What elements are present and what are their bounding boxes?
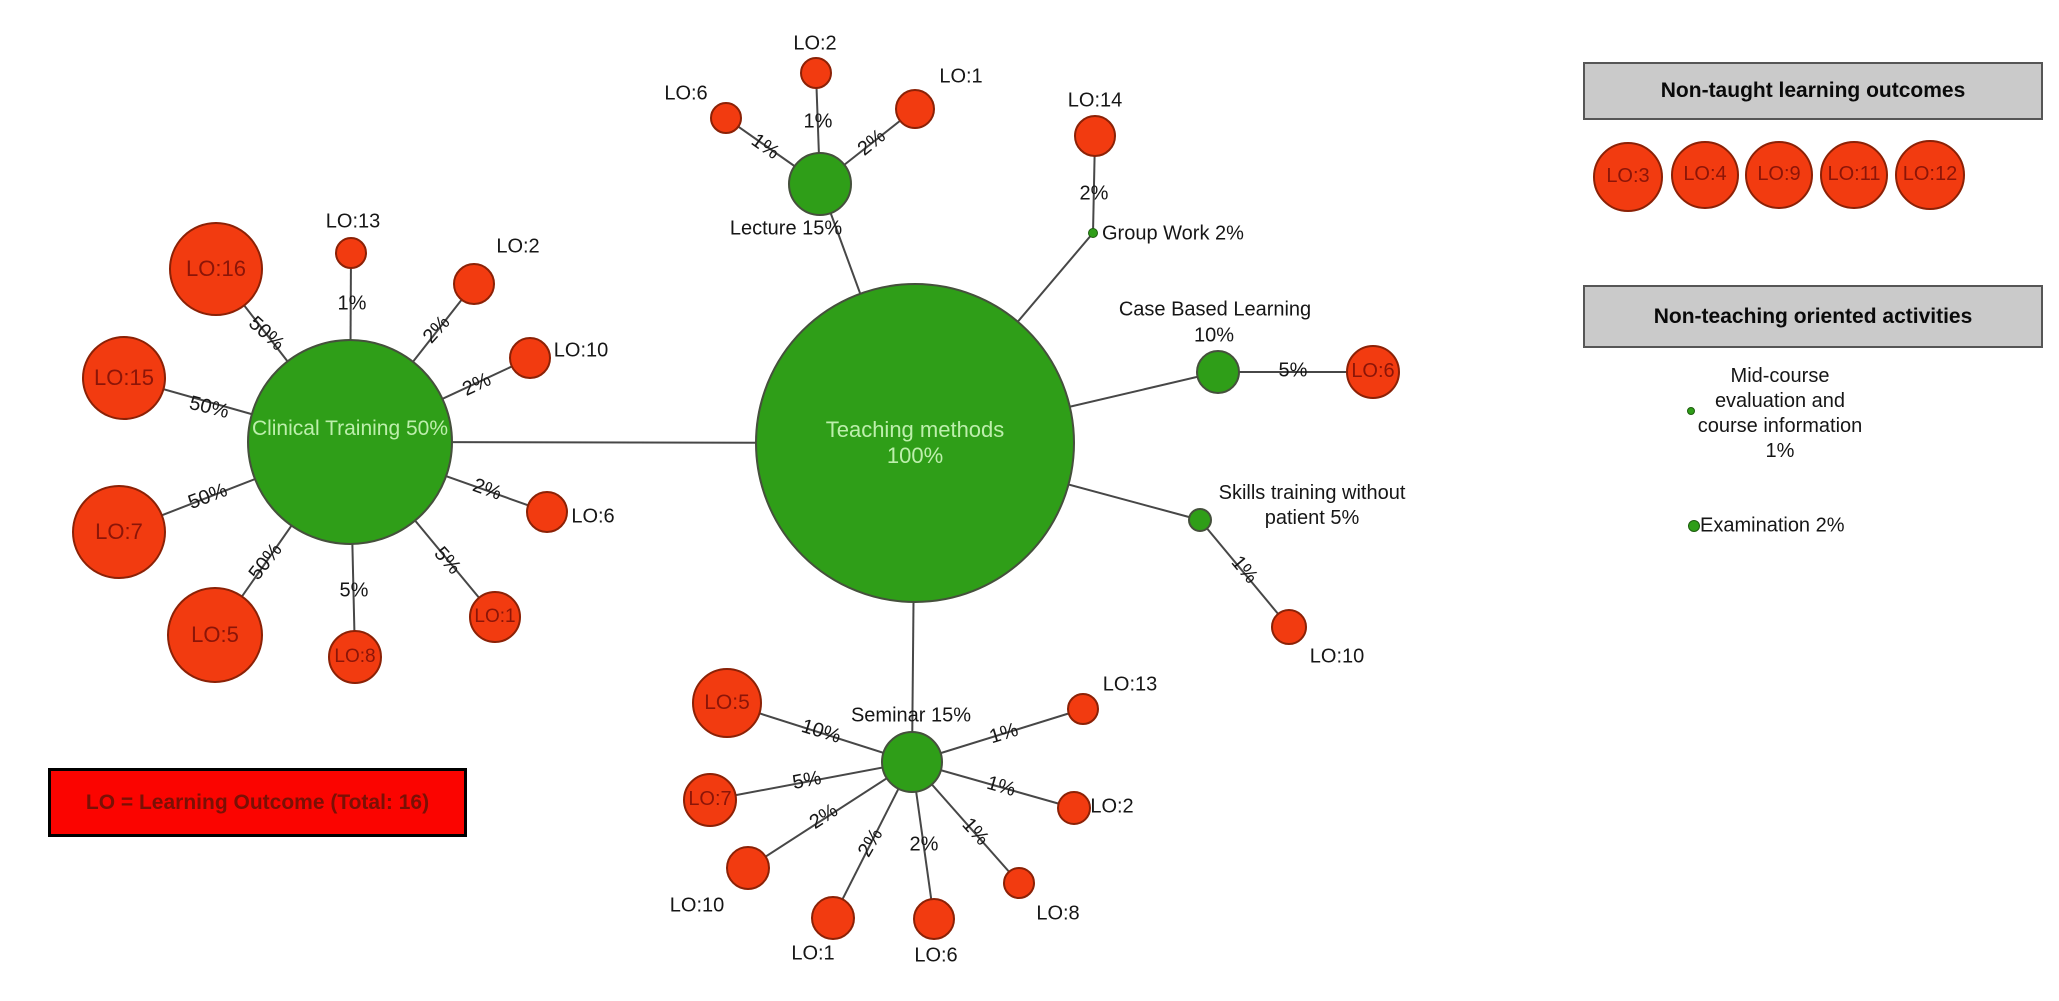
node-label-legend-lo4: LO:4 — [1683, 163, 1727, 186]
node-seminar-lo8 — [1003, 867, 1035, 899]
node-clinical-lo13 — [335, 237, 367, 269]
node-label-legend-lo3: LO:3 — [1606, 165, 1650, 188]
text-label: Seminar 15% — [850, 704, 972, 727]
text-label: Lecture 15% — [729, 217, 843, 240]
text-label: LO:8 — [1036, 902, 1080, 925]
node-lecture — [788, 152, 852, 216]
node-seminar-lo1 — [811, 896, 855, 940]
text-label: LO:2 — [1090, 795, 1134, 818]
node-label-clinical-lo5: LO:5 — [191, 622, 239, 648]
lo-definition-note: LO = Learning Outcome (Total: 16) — [48, 768, 467, 837]
node-lecture-lo6 — [710, 102, 742, 134]
legend-non-taught-header: Non-taught learning outcomes — [1583, 62, 2043, 120]
legend-non-teaching-title: Non-teaching oriented activities — [1653, 304, 1973, 328]
node-mid-course-dot — [1687, 407, 1695, 415]
node-skills-training — [1188, 508, 1212, 532]
text-label: LO:1 — [791, 942, 835, 965]
node-label-seminar-lo7: LO:7 — [688, 788, 732, 811]
node-label-clinical-training: Clinical Training 50% — [251, 416, 449, 440]
node-label-seminar-lo5: LO:5 — [704, 690, 750, 714]
node-label-teaching-methods: Teaching methods 100% — [825, 417, 1005, 468]
node-examination-dot — [1688, 520, 1700, 532]
text-label: LO:6 — [571, 505, 615, 528]
node-case-based-learning — [1196, 350, 1240, 394]
node-legend-lo11: LO:11 — [1820, 141, 1888, 209]
text-label: LO:10 — [553, 339, 609, 362]
text-label: Group Work 2% — [1102, 222, 1244, 245]
text-label: LO:2 — [793, 32, 837, 55]
node-legend-lo12: LO:12 — [1895, 140, 1965, 210]
node-seminar-lo13 — [1067, 693, 1099, 725]
node-clinical-lo10 — [509, 337, 551, 379]
node-teaching-methods: Teaching methods 100% — [755, 283, 1075, 603]
edge — [747, 761, 913, 869]
node-skills-lo10 — [1271, 609, 1307, 645]
percentage-label: 10% — [1193, 324, 1235, 347]
node-clinical-lo16: LO:16 — [169, 222, 263, 316]
node-groupwork-lo14 — [1074, 115, 1116, 157]
text-label: Examination 2% — [1700, 514, 1845, 537]
text-label: LO:10 — [1309, 645, 1365, 668]
node-clinical-lo8: LO:8 — [328, 630, 382, 684]
percentage-label: 2% — [1079, 182, 1109, 205]
text-label: LO:1 — [939, 65, 983, 88]
node-clinical-lo1: LO:1 — [469, 591, 521, 643]
node-seminar-lo6 — [913, 898, 955, 940]
node-label-clinical-lo8: LO:8 — [334, 645, 376, 667]
node-label-clinical-lo7: LO:7 — [95, 519, 143, 545]
text-label: Skills training without patient 5% — [1218, 482, 1406, 529]
node-label-cbl-lo6: LO:6 — [1351, 360, 1395, 383]
percentage-label: 5% — [1278, 359, 1308, 382]
percentage-label: 1% — [803, 110, 833, 133]
edge — [709, 761, 913, 801]
node-legend-lo3: LO:3 — [1593, 142, 1663, 212]
percentage-label: 2% — [909, 833, 939, 856]
node-seminar — [881, 731, 943, 793]
legend-non-teaching-header: Non-teaching oriented activities — [1583, 285, 2043, 348]
node-clinical-lo6 — [526, 491, 568, 533]
node-group-work-dot — [1088, 228, 1098, 238]
node-label-legend-lo11: LO:11 — [1827, 163, 1881, 186]
text-label: LO:2 — [496, 235, 540, 258]
node-clinical-lo7: LO:7 — [72, 485, 166, 579]
node-label-legend-lo9: LO:9 — [1757, 163, 1801, 186]
percentage-label: 1% — [337, 292, 367, 315]
text-label: LO:6 — [664, 82, 708, 105]
node-lecture-lo1 — [895, 89, 935, 129]
node-label-clinical-lo15: LO:15 — [94, 365, 154, 391]
edge — [1199, 519, 1290, 628]
text-label: LO:13 — [1102, 673, 1158, 696]
node-label-clinical-lo1: LO:1 — [474, 605, 516, 627]
node-cbl-lo6: LO:6 — [1346, 345, 1400, 399]
node-clinical-lo2 — [453, 263, 495, 305]
node-clinical-training: Clinical Training 50% — [247, 339, 453, 545]
text-label: LO:10 — [669, 894, 725, 917]
legend-non-taught-title: Non-taught learning outcomes — [1660, 79, 1966, 102]
node-clinical-lo15: LO:15 — [82, 336, 166, 420]
text-label: Mid-course evaluation and course informa… — [1697, 365, 1863, 462]
node-seminar-lo10 — [726, 846, 770, 890]
lo-definition-text: LO = Learning Outcome (Total: 16) — [85, 790, 430, 814]
percentage-label: 5% — [339, 579, 369, 602]
node-legend-lo4: LO:4 — [1671, 141, 1739, 209]
node-label-clinical-lo16: LO:16 — [186, 256, 246, 282]
node-legend-lo9: LO:9 — [1745, 141, 1813, 209]
node-label-legend-lo12: LO:12 — [1902, 163, 1958, 186]
text-label: Case Based Learning — [1118, 298, 1312, 321]
node-seminar-lo5: LO:5 — [692, 668, 762, 738]
node-seminar-lo2 — [1057, 791, 1091, 825]
text-label: LO:6 — [914, 944, 958, 967]
node-lecture-lo2 — [800, 57, 832, 89]
text-label: LO:14 — [1067, 89, 1123, 112]
node-clinical-lo5: LO:5 — [167, 587, 263, 683]
text-label: LO:13 — [325, 210, 381, 233]
node-seminar-lo7: LO:7 — [683, 773, 737, 827]
